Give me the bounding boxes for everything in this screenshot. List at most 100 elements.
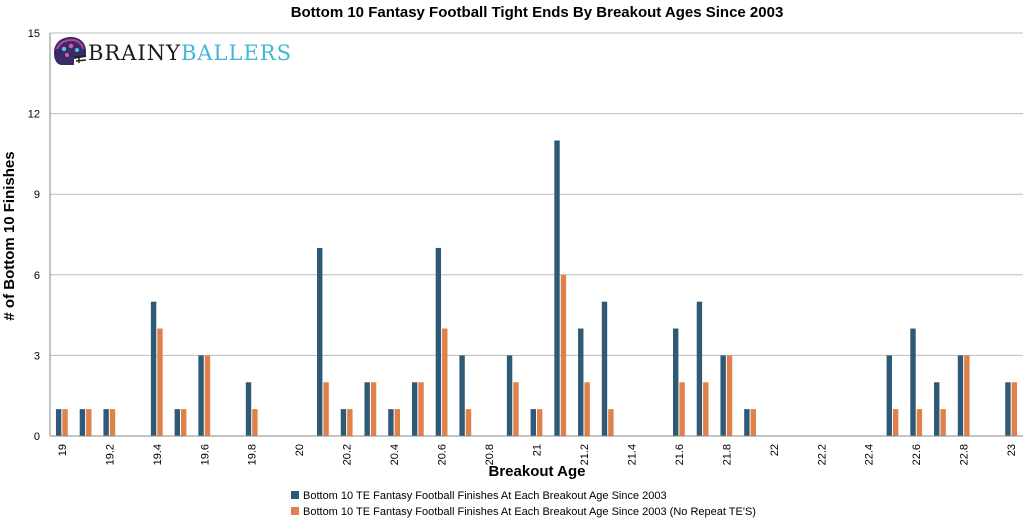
bar-series-1-22.7 — [934, 382, 940, 436]
bar-series-2-22.7 — [940, 409, 946, 436]
bar-series-2-19.8 — [252, 409, 258, 436]
bar-series-2-21.7 — [703, 382, 709, 436]
bar-series-1-22.8 — [957, 355, 964, 436]
x-tick-label: 21.2 — [579, 444, 591, 465]
bar-series-1-21.2 — [578, 328, 584, 436]
logo-ballers-text: BALLERS — [181, 41, 292, 65]
bar-series-1-22.5 — [886, 355, 892, 436]
bar-series-1-20.3 — [364, 382, 370, 436]
gridlines — [50, 32, 1023, 356]
x-tick-label: 21.6 — [674, 444, 686, 465]
bar-series-2-21 — [537, 409, 543, 436]
bar-series-2-21.2 — [584, 382, 590, 436]
y-tick-label: 3 — [34, 350, 40, 362]
x-tick-label: 21 — [532, 444, 544, 456]
bar-series-2-22.5 — [892, 409, 899, 436]
bar-series-2-20.3 — [370, 382, 377, 436]
bar-series-2-19 — [62, 409, 68, 436]
bar-series-1-21.7 — [696, 301, 703, 436]
bar-series-2-20.1 — [323, 382, 329, 436]
x-tick-label: 21.4 — [626, 444, 638, 465]
x-tick-label: 20.2 — [342, 444, 354, 465]
svg-text:BRAINYBALLERS: BRAINYBALLERS — [88, 41, 292, 65]
bar-series-1-22.6 — [910, 328, 916, 436]
bar-series-2-23 — [1011, 382, 1018, 436]
bar-series-2-19.2 — [109, 409, 116, 436]
x-tick-label: 22.6 — [911, 444, 923, 465]
x-tick-label: 19.6 — [199, 444, 211, 465]
legend-label-series-2: Bottom 10 TE Fantasy Football Finishes A… — [303, 506, 756, 518]
bar-series-2-19.4 — [157, 328, 163, 436]
bar-series-2-19.5 — [181, 409, 187, 436]
legend-swatch-series-2 — [291, 507, 299, 515]
bar-series-1-20.1 — [317, 247, 323, 436]
x-tick-label: 19.8 — [247, 444, 259, 465]
y-tick-labels: 0 3 6 9 12 15 — [28, 28, 40, 443]
bar-series-2-21.1 — [560, 274, 567, 436]
legend-label-series-1: Bottom 10 TE Fantasy Football Finishes A… — [303, 490, 667, 502]
legend-swatch-series-1 — [291, 491, 299, 499]
x-tick-label: 22.8 — [959, 444, 971, 465]
x-tick-label: 20.4 — [389, 444, 401, 465]
x-tick-label: 19.2 — [104, 444, 116, 465]
logo-brainy-text: BRAINY — [88, 41, 181, 65]
helmet-icon — [54, 37, 87, 65]
bar-series-1-19.1 — [79, 409, 86, 436]
bar-series-1-19 — [55, 409, 62, 436]
bar-series-1-21.8 — [720, 355, 726, 436]
brainy-ballers-logo: BRAINYBALLERS — [54, 37, 292, 65]
bar-series-1-21.3 — [601, 301, 608, 436]
x-tick-label: 22.2 — [816, 444, 828, 465]
x-tick-label: 19.4 — [152, 444, 164, 465]
y-axis-title: # of Bottom 10 Finishes — [1, 151, 18, 320]
x-tick-label: 20.6 — [437, 444, 449, 465]
x-tick-label: 21.8 — [721, 444, 733, 465]
bar-series-1-19.5 — [174, 409, 181, 436]
bar-series-1-21.6 — [672, 328, 679, 436]
x-tick-label: 22 — [769, 444, 781, 456]
bar-series-2-22.8 — [964, 355, 970, 436]
bar-series-1-20.5 — [411, 382, 418, 436]
bar-series-2-21.8 — [726, 355, 733, 436]
bar-series-1-21 — [530, 409, 536, 436]
bar-series-2-20.9 — [513, 382, 519, 436]
bar-series-1-20.9 — [506, 355, 513, 436]
legend: Bottom 10 TE Fantasy Football Finishes A… — [291, 490, 756, 518]
bars — [55, 140, 1018, 436]
x-tick-label: 22.4 — [864, 444, 876, 465]
x-tick-label: 23 — [1006, 444, 1018, 456]
bar-series-2-19.1 — [86, 409, 92, 436]
bar-series-2-19.6 — [204, 355, 211, 436]
legend-item-series-1: Bottom 10 TE Fantasy Football Finishes A… — [291, 490, 667, 502]
bar-series-1-19.4 — [150, 301, 157, 436]
bar-series-1-23 — [1005, 382, 1011, 436]
bar-series-2-21.6 — [679, 382, 685, 436]
y-tick-label: 0 — [34, 431, 40, 443]
x-tick-label: 19 — [57, 444, 69, 456]
legend-item-series-2: Bottom 10 TE Fantasy Football Finishes A… — [291, 506, 756, 518]
bar-series-1-21.9 — [744, 409, 750, 436]
y-tick-label: 6 — [34, 270, 40, 282]
bar-series-2-22.6 — [916, 409, 923, 436]
bar-series-1-19.6 — [198, 355, 204, 436]
bar-series-1-20.2 — [340, 409, 347, 436]
x-tick-labels: 19 19.2 19.4 19.6 19.8 20 20.2 20.4 20.6 20.8 21 21… — [57, 444, 1018, 465]
bar-series-1-20.4 — [388, 409, 394, 436]
chart-title: Bottom 10 Fantasy Football Tight Ends By… — [291, 4, 784, 21]
bar-series-2-20.2 — [347, 409, 353, 436]
y-tick-label: 9 — [34, 189, 40, 201]
bar-series-2-20.7 — [465, 409, 472, 436]
bar-series-2-21.3 — [608, 409, 614, 436]
x-tick-label: 20 — [294, 444, 306, 456]
bar-series-1-19.8 — [245, 382, 252, 436]
x-axis-title: Breakout Age — [489, 463, 586, 480]
y-tick-label: 12 — [28, 109, 40, 121]
bar-series-1-19.2 — [103, 409, 109, 436]
bar-series-2-20.6 — [442, 328, 448, 436]
bar-series-2-20.5 — [418, 382, 424, 436]
bar-series-2-20.4 — [394, 409, 401, 436]
bar-series-1-21.1 — [554, 140, 560, 436]
x-tick-label: 20.8 — [484, 444, 496, 465]
bar-series-1-20.7 — [459, 355, 465, 436]
